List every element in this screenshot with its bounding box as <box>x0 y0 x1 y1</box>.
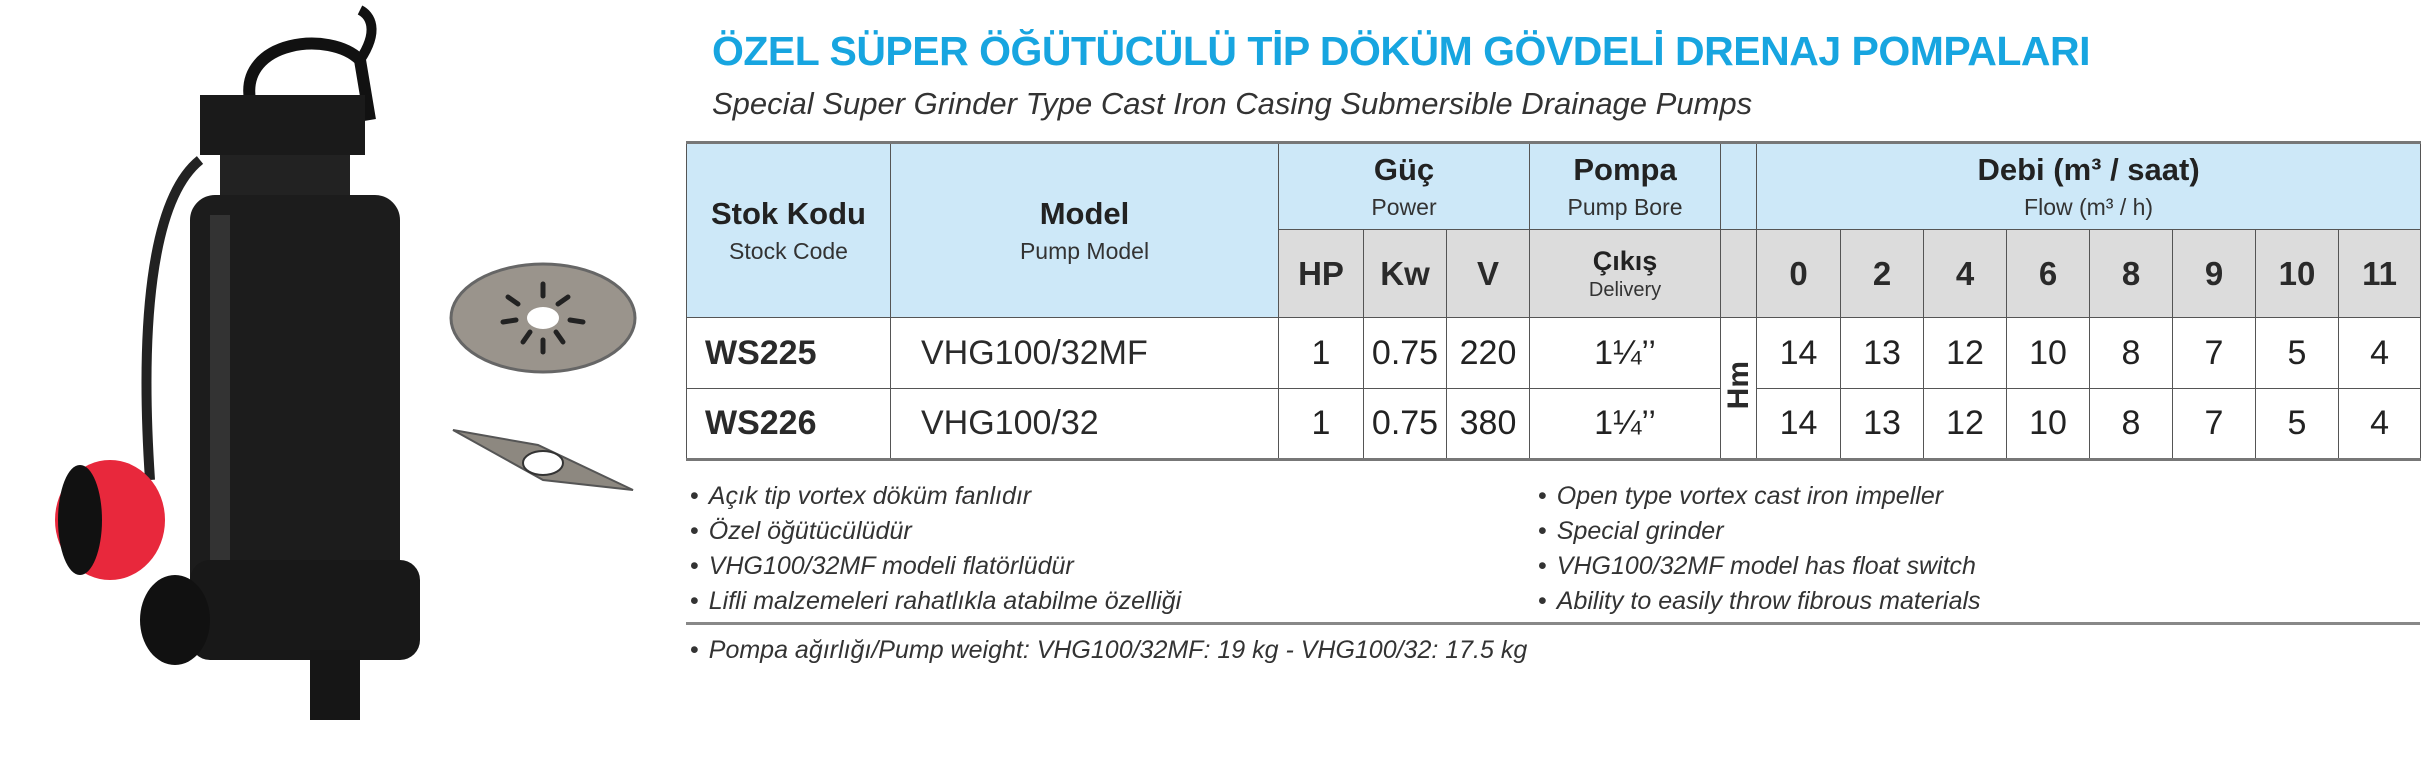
pump-model: VHG100/32 <box>890 388 1279 460</box>
head-value: 13 <box>1840 388 1925 460</box>
voltage-value: 220 <box>1445 317 1531 389</box>
head-value: 10 <box>2006 317 2091 389</box>
hp-value: 1 <box>1278 317 1364 389</box>
feature-en: Special grinder <box>1538 517 1724 546</box>
feature-en: VHG100/32MF model has float switch <box>1538 552 1976 581</box>
pump-spec-table: Stok Kodu Stock Code Model Pump Model Güç P… <box>686 141 2422 461</box>
header-flow: Debi (m³ / saat) Flow (m³ / h) <box>1756 142 2422 230</box>
grinder-blade-image <box>452 429 634 491</box>
feature-tr: VHG100/32MF modeli flatörlüdür <box>690 552 1074 581</box>
delivery-value: 1¼’’ <box>1529 388 1722 460</box>
header-spacer-2 <box>1720 229 1758 318</box>
divider <box>686 622 2420 625</box>
feature-tr: Lifli malzemeleri rahatlıkla atabilme öz… <box>690 587 1181 616</box>
voltage-value: 380 <box>1445 388 1531 460</box>
page-subtitle: Special Super Grinder Type Cast Iron Cas… <box>712 86 1753 121</box>
table-row: WS226 VHG100/32 1 0.75 380 1¼’’ 14 13 12… <box>686 388 2422 460</box>
flow-point: 0 <box>1756 229 1842 318</box>
head-value: 7 <box>2172 388 2257 460</box>
flow-point: 6 <box>2006 229 2091 318</box>
head-value: 8 <box>2089 388 2174 460</box>
flow-point: 8 <box>2089 229 2174 318</box>
header-v: V <box>1445 229 1531 318</box>
head-value: 14 <box>1756 388 1842 460</box>
head-label: Hm <box>1720 317 1758 460</box>
feature-en: Ability to easily throw fibrous material… <box>1538 587 1981 616</box>
head-value: 14 <box>1756 317 1842 389</box>
flow-point: 11 <box>2338 229 2422 318</box>
flow-point: 9 <box>2172 229 2257 318</box>
grinder-plate-image <box>449 262 637 374</box>
stock-code: WS225 <box>686 317 891 389</box>
head-value: 10 <box>2006 388 2091 460</box>
head-value: 12 <box>1923 317 2008 389</box>
head-value: 7 <box>2172 317 2257 389</box>
kw-value: 0.75 <box>1363 388 1447 460</box>
flow-point: 10 <box>2255 229 2340 318</box>
header-model: Model Pump Model <box>890 142 1279 318</box>
head-value: 12 <box>1923 388 2008 460</box>
table-row: WS225 VHG100/32MF 1 0.75 220 1¼’’ Hm 14 … <box>686 317 2422 460</box>
header-hp: HP <box>1278 229 1364 318</box>
feature-tr: Özel öğütücülüdür <box>690 517 912 546</box>
header-power: Güç Power <box>1277 142 1531 230</box>
header-stock-code: Stok Kodu Stock Code <box>686 142 891 318</box>
hp-value: 1 <box>1278 388 1364 460</box>
weight-note: Pompa ağırlığı/Pump weight: VHG100/32MF:… <box>690 636 1527 665</box>
header-pump: Pompa Pump Bore <box>1529 142 1722 230</box>
feature-en: Open type vortex cast iron impeller <box>1538 482 1943 511</box>
header-kw: Kw <box>1363 229 1447 318</box>
delivery-value: 1¼’’ <box>1529 317 1722 389</box>
head-value: 4 <box>2338 317 2422 389</box>
kw-value: 0.75 <box>1363 317 1447 389</box>
header-delivery: Çıkış Delivery <box>1529 229 1722 318</box>
feature-tr: Açık tip vortex döküm fanlıdır <box>690 482 1031 511</box>
flow-point: 4 <box>1923 229 2008 318</box>
head-value: 4 <box>2338 388 2422 460</box>
head-value: 8 <box>2089 317 2174 389</box>
header-spacer <box>1720 142 1758 230</box>
flow-point: 2 <box>1840 229 1925 318</box>
stock-code: WS226 <box>686 388 891 460</box>
pump-model: VHG100/32MF <box>890 317 1279 389</box>
page-title: ÖZEL SÜPER ÖĞÜTÜCÜLÜ TİP DÖKÜM GÖVDELİ D… <box>712 28 2090 74</box>
head-value: 13 <box>1840 317 1925 389</box>
head-value: 5 <box>2255 317 2340 389</box>
head-value: 5 <box>2255 388 2340 460</box>
pump-image <box>55 5 420 720</box>
